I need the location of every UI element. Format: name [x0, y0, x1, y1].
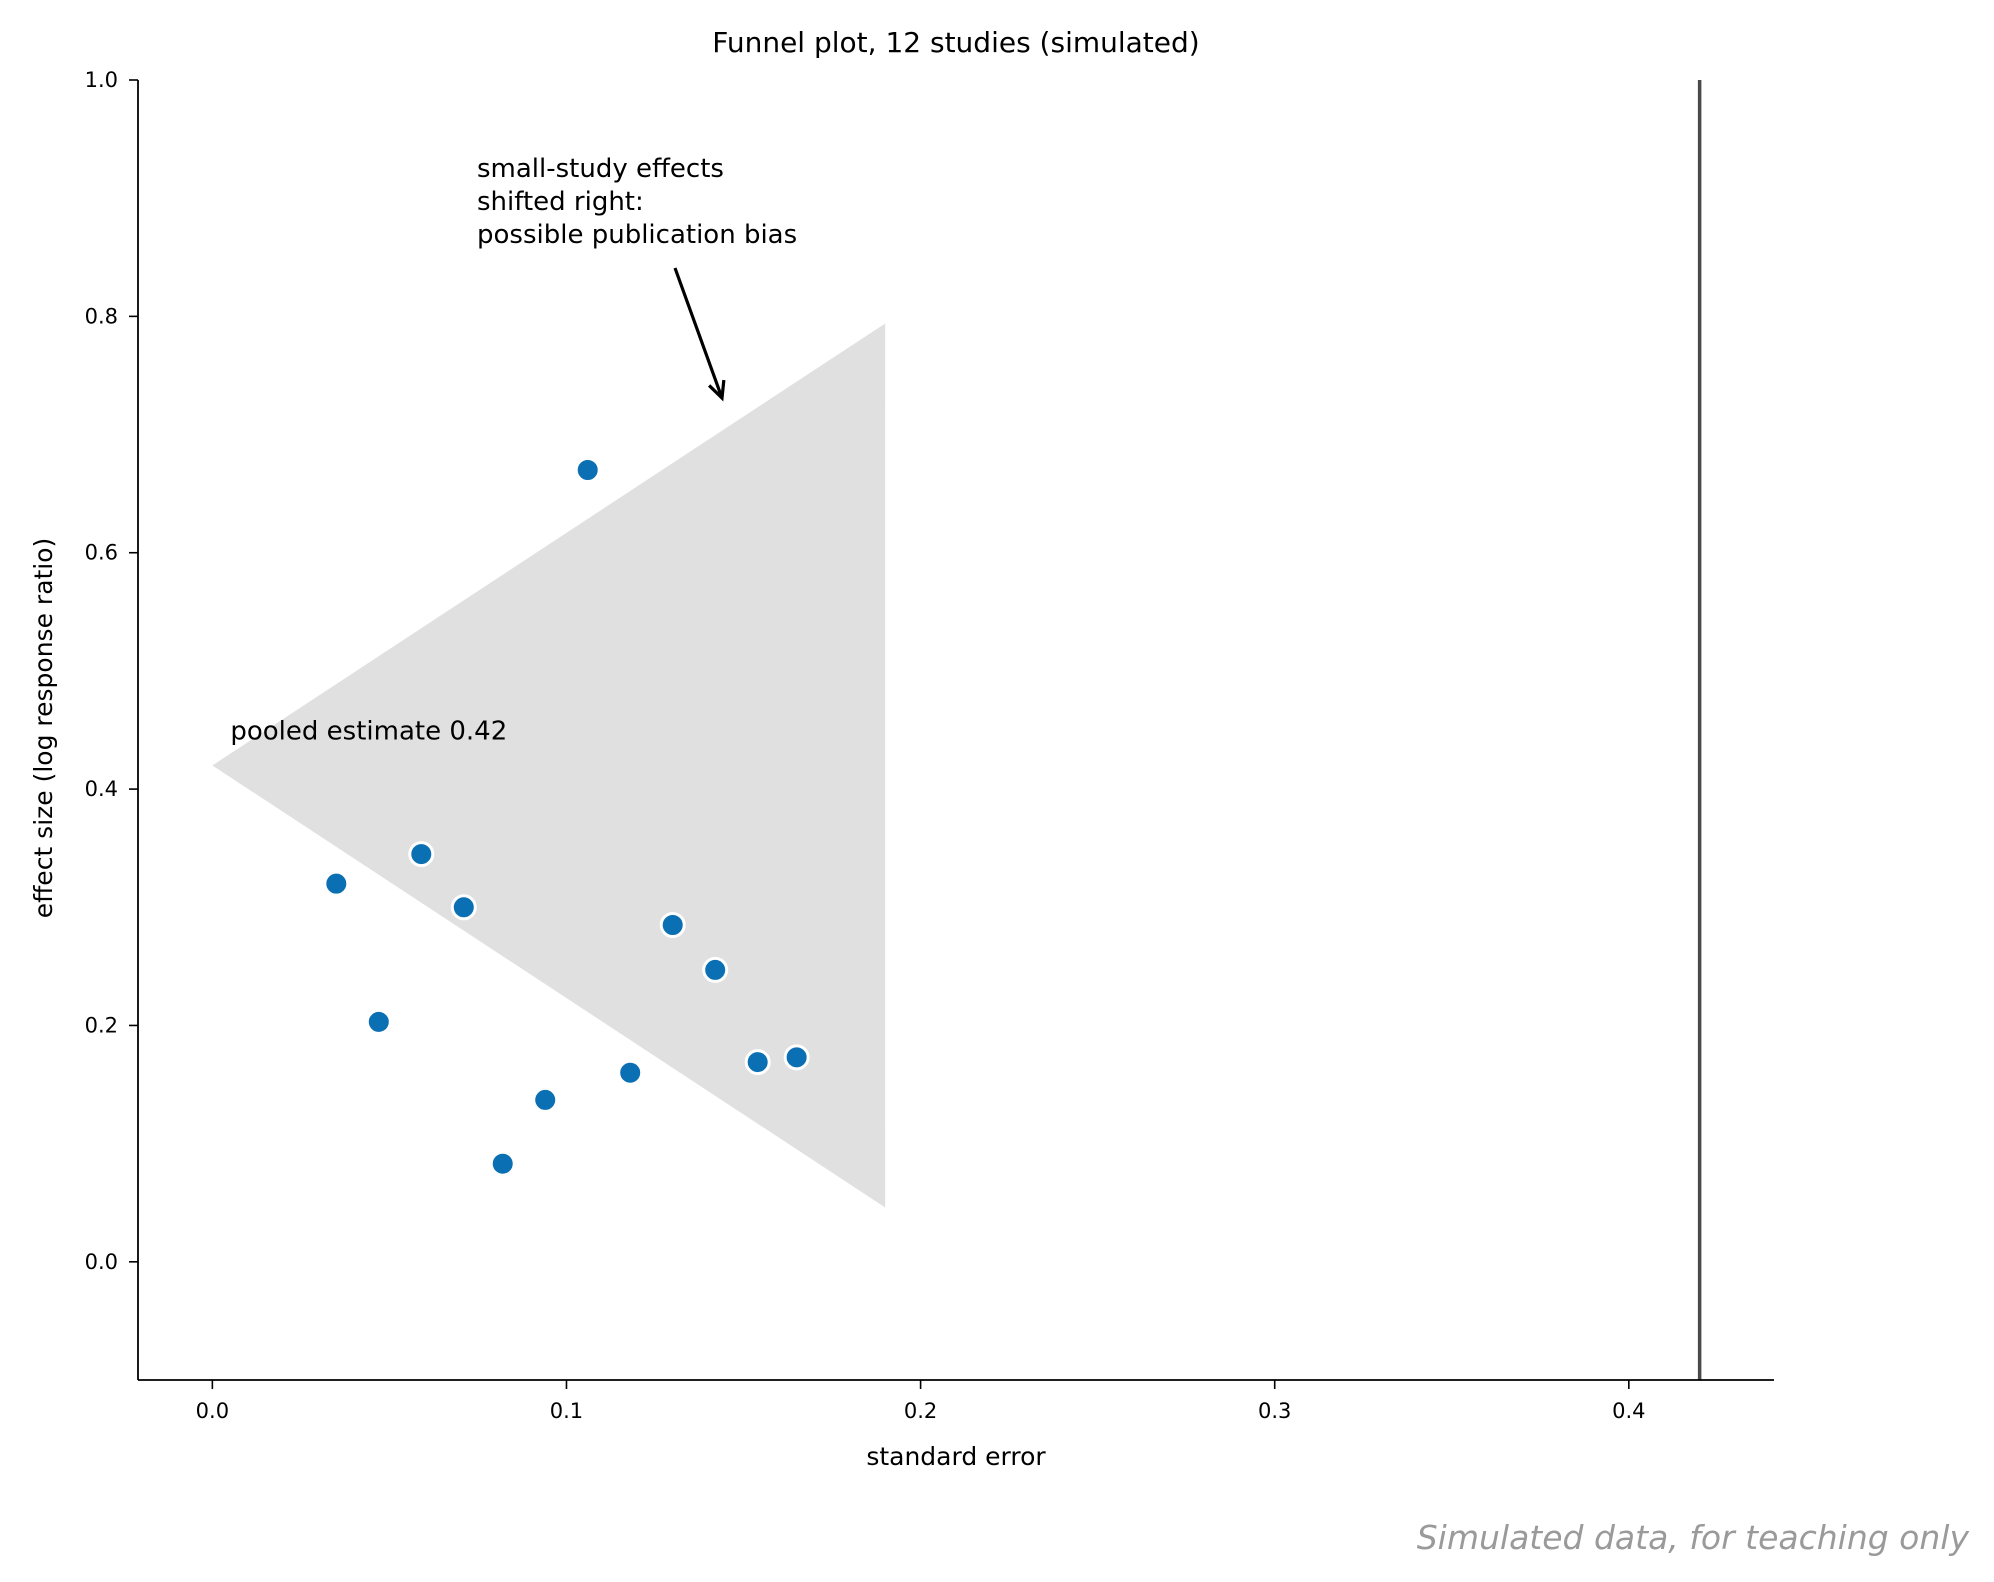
- annotation-arrowhead: [708, 379, 726, 402]
- data-point: [450, 894, 477, 921]
- funnel-region: [212, 323, 886, 1208]
- x-tick-label: 0.0: [196, 1399, 229, 1423]
- chart-title: Funnel plot, 12 studies (simulated): [712, 26, 1199, 59]
- y-tick-label: 0.6: [85, 541, 118, 565]
- y-tick-label: 0.4: [85, 777, 118, 801]
- data-point: [659, 912, 686, 938]
- data-point: [783, 1044, 810, 1071]
- annotation-arrow: [673, 267, 724, 399]
- data-point: [574, 457, 601, 483]
- y-axis-label: effect size (log response ratio): [29, 538, 58, 919]
- pooled-estimate-annotation: pooled estimate 0.42: [230, 716, 507, 746]
- data-point: [532, 1086, 559, 1113]
- x-tick-label: 0.2: [904, 1399, 937, 1423]
- watermark: Simulated data, for teaching only: [1416, 1518, 1969, 1557]
- data-point: [489, 1150, 516, 1177]
- y-tick-label: 1.0: [85, 68, 118, 92]
- x-tick-label: 0.3: [1258, 1399, 1291, 1423]
- bias-annotation-line: shifted right:: [477, 187, 644, 217]
- bias-annotation-line: small-study effects: [477, 154, 724, 184]
- x-tick-label: 0.4: [1612, 1399, 1645, 1423]
- x-tick-label: 0.1: [550, 1399, 583, 1423]
- data-point: [744, 1049, 771, 1076]
- data-point: [702, 956, 729, 983]
- data-point: [617, 1059, 644, 1086]
- data-point: [365, 1008, 392, 1035]
- data-point: [323, 870, 350, 897]
- y-tick-label: 0.0: [85, 1250, 118, 1274]
- bias-annotation-line: possible publication bias: [477, 220, 797, 250]
- y-tick-label: 0.2: [85, 1013, 118, 1037]
- y-tick-label: 0.8: [85, 304, 118, 328]
- x-axis-label: standard error: [866, 1442, 1046, 1471]
- data-point: [408, 841, 435, 868]
